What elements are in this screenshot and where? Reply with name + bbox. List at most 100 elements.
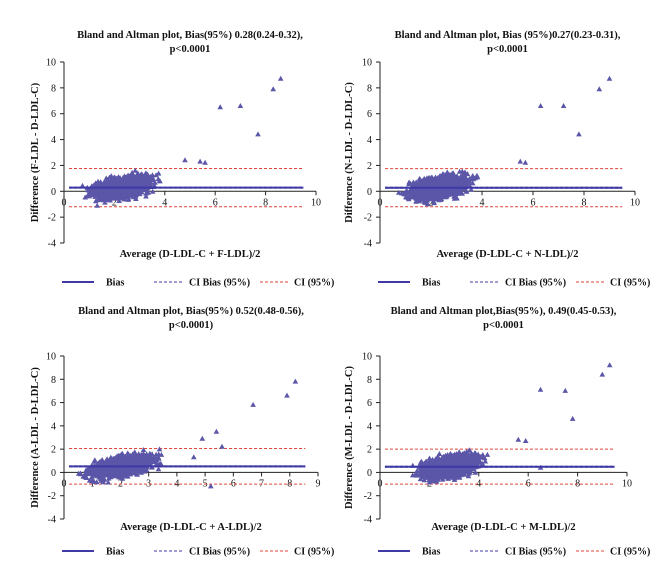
data-point — [111, 190, 117, 196]
chart-panel-bottom-left: Bland and Altman plot, Bias(95%) 0.52(0.… — [30, 306, 334, 558]
data-point — [102, 199, 108, 205]
data-point — [576, 131, 582, 137]
chart-title-line2: p<0.0001 — [487, 44, 528, 55]
data-point — [114, 457, 120, 463]
y-tick-label: -2 — [48, 491, 56, 502]
data-point — [111, 473, 117, 479]
data-point — [99, 468, 106, 474]
data-point — [402, 191, 408, 197]
data-point — [135, 190, 141, 196]
data-point — [91, 458, 97, 464]
data-point — [517, 158, 523, 164]
data-point — [446, 191, 453, 197]
x-tick-label: 3 — [146, 478, 151, 489]
data-point — [435, 180, 441, 186]
y-tick-label: 8 — [367, 375, 372, 386]
data-point — [111, 455, 118, 461]
legend-label-ci-bias: CI Bias (95%) — [505, 278, 566, 289]
chart-title: Bland and Altman plot, Bias(95%) 0.52(0.… — [78, 306, 304, 317]
y-tick-label: -2 — [48, 213, 56, 224]
legend: Bias CI Bias (95%) CI (95%) — [62, 278, 334, 289]
data-point — [424, 201, 431, 207]
data-point — [428, 182, 434, 188]
data-point — [149, 451, 155, 457]
data-point — [433, 196, 440, 202]
data-point — [139, 465, 146, 471]
data-point — [135, 182, 142, 188]
data-point — [128, 189, 134, 195]
data-point — [417, 176, 423, 182]
data-point — [125, 180, 131, 186]
chart-title-line2: p<0.0001 — [170, 44, 211, 55]
y-tick-label: 2 — [51, 445, 56, 456]
data-point — [120, 468, 127, 474]
data-point — [140, 179, 146, 185]
data-point — [414, 197, 420, 203]
data-point — [125, 176, 131, 182]
data-point — [155, 466, 162, 472]
data-point — [99, 465, 105, 470]
data-point — [98, 196, 105, 202]
data-point — [468, 186, 474, 192]
data-point — [114, 471, 121, 477]
data-point — [106, 189, 113, 195]
data-point — [100, 181, 107, 187]
data-point — [459, 168, 466, 174]
y-tick-label: 0 — [367, 187, 372, 198]
data-point — [217, 104, 223, 110]
x-tick-label: 6 — [531, 197, 536, 208]
y-tick-label: 10 — [362, 352, 372, 363]
data-point — [447, 175, 453, 181]
data-point — [110, 175, 117, 181]
data-point — [410, 181, 417, 187]
legend-label-ci-bias: CI Bias (95%) — [189, 547, 250, 558]
y-tick-label: -2 — [364, 491, 372, 502]
data-point — [270, 86, 276, 92]
data-point — [156, 178, 163, 184]
data-point — [144, 186, 151, 192]
x-tick-label: 10 — [311, 197, 321, 208]
y-tick-label: 6 — [367, 109, 372, 120]
data-point — [454, 195, 460, 201]
data-point — [155, 454, 162, 460]
x-tick-label: 10 — [630, 197, 640, 208]
data-point — [125, 456, 131, 461]
data-point — [426, 188, 433, 194]
data-point — [450, 182, 457, 188]
x-tick-label: 8 — [582, 197, 587, 208]
data-point — [422, 192, 429, 198]
data-point — [140, 447, 147, 452]
data-point — [75, 470, 82, 476]
data-point — [152, 179, 158, 185]
y-tick-label: 2 — [367, 445, 372, 456]
data-point — [459, 178, 465, 184]
data-point — [133, 467, 140, 473]
data-point — [90, 182, 97, 188]
data-point — [152, 457, 158, 463]
x-tick-label: 6 — [526, 478, 531, 489]
chart-title: Bland and Altman plot,Bias(95%), 0.49(0.… — [391, 306, 617, 317]
data-point — [98, 192, 105, 198]
y-tick-label: 8 — [51, 375, 56, 386]
data-point — [447, 181, 454, 187]
data-point — [93, 198, 99, 204]
x-tick-label: 6 — [213, 197, 218, 208]
data-point — [128, 177, 134, 183]
data-point — [107, 473, 113, 479]
x-tick-label: 9 — [316, 478, 321, 489]
chart-title-line2: p<0.0001) — [169, 320, 214, 331]
data-point — [88, 478, 95, 484]
y-tick-label: 10 — [46, 352, 56, 363]
x-tick-label: 4 — [480, 197, 485, 208]
data-point — [107, 197, 113, 203]
data-point — [484, 451, 491, 457]
data-point — [96, 460, 103, 466]
x-tick-label: 2 — [429, 197, 434, 208]
data-point — [455, 189, 462, 195]
data-point — [98, 477, 104, 483]
chart-title: Bland and Altman plot, Bias (95%)0.27(0.… — [395, 30, 621, 41]
x-axis-label: Average (D-LDL-C + N-LDL)/2 — [437, 249, 579, 260]
legend: Bias CI Bias (95%) CI (95%) — [378, 278, 650, 289]
y-tick-label: 0 — [367, 468, 372, 479]
data-point — [130, 461, 137, 467]
